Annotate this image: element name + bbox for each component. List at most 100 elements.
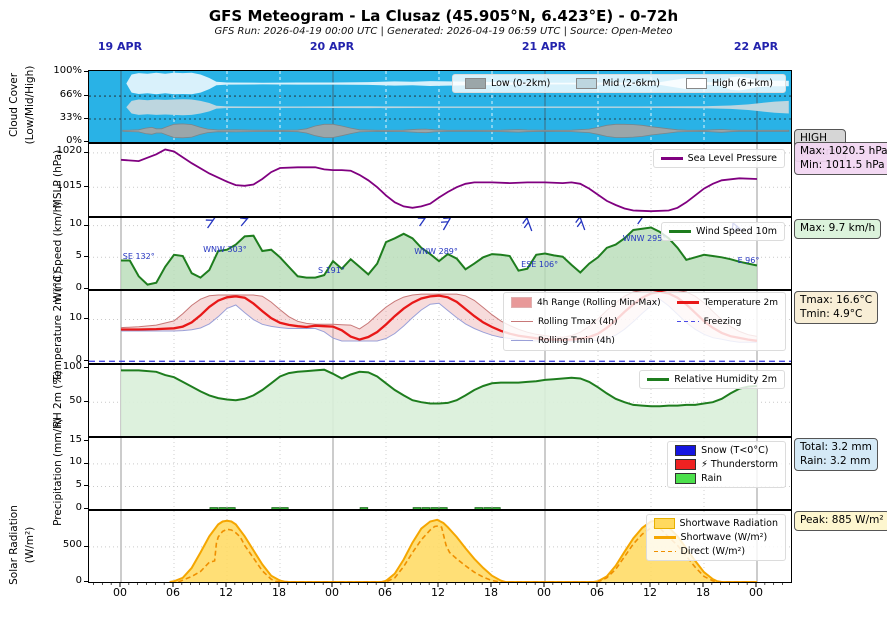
mslp-min: Min: 1011.5 hPa [800,158,885,171]
precip-ytick-mark [84,462,88,464]
temperature-badge: Tmax: 16.6°C Tmin: 4.9°C [794,291,879,325]
hour-tick-label: 00 [325,586,339,599]
rh-line-swatch [647,378,670,381]
wind-speed-panel: Wind Speed 10m SE 132° WNW 303° S 191° WNW … [88,217,792,290]
pressure-line-swatch [660,157,683,160]
temperature-panel: 4h Range (Rolling Min-Max) Rolling Tmax … [88,290,792,364]
date-label: 20 APR [309,40,355,53]
thunderstorm-label: ⚡ Thunderstorm [701,459,778,470]
temperature-line-swatch [676,301,699,304]
precip-ytick: 15 [69,433,82,445]
low-cloud-label: Low (0-2km) [490,78,551,89]
date-label: 21 APR [521,40,567,53]
cloud-ytick: 33% [59,111,82,123]
high-cloud-swatch [685,78,707,89]
wind-direction-label: E 96° [737,256,760,265]
precipitation-badge: Total: 3.2 mm Rain: 3.2 mm [794,438,878,472]
precip-ytick-mark [84,508,88,509]
cloud-ytick: 100% [53,64,82,76]
cloud-ytick: 0% [66,134,82,146]
wind-legend: Wind Speed 10m [660,222,785,241]
humidity-legend: Relative Humidity 2m [639,370,785,389]
hour-tick-label: 00 [537,586,551,599]
tmax-line-swatch [510,320,533,323]
hour-tick-label: 12 [219,586,233,599]
cloud-ytick-mark [84,141,88,142]
wind-label: Wind Speed 10m [695,226,777,237]
snow-swatch [675,445,697,456]
wind-ytick: 5 [75,249,82,261]
hour-tick-label: 18 [696,586,710,599]
humidity-panel: Relative Humidity 2m [88,364,792,437]
direct-line-swatch [653,550,676,553]
wind-badge: Max: 9.7 km/h [794,219,882,239]
hour-tick-label: 06 [166,586,180,599]
tmin-value: Tmin: 4.9°C [800,307,863,320]
shortwave-label: Shortwave (W/m²) [680,532,768,543]
hour-tick-label: 18 [484,586,498,599]
hour-tick-label: 00 [749,586,763,599]
temp-range-label: 4h Range (Rolling Min-Max) [536,297,661,308]
wind-direction-label: SE 132° [122,252,155,261]
low-cloud-swatch [464,78,486,89]
hour-tick-label: 18 [272,586,286,599]
solar-peak: Peak: 885 W/m² [800,514,884,526]
cloud-ytick: 66% [59,88,82,100]
hour-tick-label: 12 [431,586,445,599]
wind-direction-label: ESE 106° [521,260,559,269]
direct-label: Direct (W/m²) [680,546,746,557]
hour-tick-label: 06 [590,586,604,599]
precip-ytick-mark [84,440,88,442]
cloud-cover-panel: Low (0-2km) Mid (2-6km) High (6+km) [88,70,792,143]
mslp-ytick: 1015 [56,179,82,191]
temperature-legend: 4h Range (Rolling Min-Max) Rolling Tmax … [502,292,786,351]
rh-ytick-mark [84,367,88,369]
shortwave-radiation-label: Shortwave Radiation [679,518,778,529]
mslp-ytick-mark [84,151,88,153]
precipitation-panel: Snow (T<0°C) ⚡ Thunderstorm Rain [88,437,792,510]
solar-radiation-panel: Shortwave Radiation Shortwave (W/m²) Dir… [88,510,792,583]
precip-rain: Rain: 3.2 mm [800,454,871,467]
wind-line-swatch [668,230,691,233]
precipitation-legend: Snow (T<0°C) ⚡ Thunderstorm Rain [667,441,786,488]
precip-total: Total: 3.2 mm [800,441,872,453]
wind-ytick-mark [84,256,88,258]
precip-ytick: 5 [75,478,82,490]
date-label: 22 APR [733,40,779,53]
cloud-high-line1: HIGH [800,132,828,144]
temp-ytick-mark [84,318,88,320]
precip-ytick-mark [84,485,88,487]
freezing-line-swatch [676,320,699,323]
rain-swatch [675,473,697,484]
solar-legend: Shortwave Radiation Shortwave (W/m²) Dir… [645,514,786,561]
wind-direction-label: WNW 303° [203,245,247,254]
cloud-ytick-mark [84,71,88,73]
snow-label: Snow (T<0°C) [701,445,769,456]
chart-subtitle: GFS Run: 2026-04-19 00:00 UTC | Generate… [214,26,673,37]
solar-ytick: 500 [62,539,82,551]
date-label: 19 APR [97,40,143,53]
solar-ytick: 0 [75,574,82,586]
hour-tick-label: 06 [378,586,392,599]
high-cloud-label: High (6+km) [711,78,773,89]
solar-axis-label: Solar Radiation [8,505,20,585]
temperature-label: Temperature 2m [703,297,778,308]
cloud-ytick-mark [84,118,88,120]
temp-ytick: 0 [75,353,82,365]
rh-ytick-mark [84,401,88,403]
wind-ytick-mark [84,288,88,289]
cloud-legend: Low (0-2km) Mid (2-6km) High (6+km) [451,74,786,93]
rh-label: Relative Humidity 2m [674,374,777,385]
precip-ytick: 10 [69,456,82,468]
wind-direction-label: S 191° [317,266,345,275]
solar-axis-label2: (W/m²) [24,526,36,564]
cloud-axis-label: Cloud Cover [8,72,20,138]
wind-ytick: 0 [75,281,82,293]
plot-area: Low (0-2km) Mid (2-6km) High (6+km) Sea … [88,70,792,584]
rain-label: Rain [701,473,723,484]
temp-range-swatch [510,297,532,308]
wind-direction-label: WNW 289° [414,247,458,256]
freezing-label: Freezing [703,316,742,327]
shortwave-line-swatch [653,536,676,539]
tmax-value: Tmax: 16.6°C [800,294,873,306]
